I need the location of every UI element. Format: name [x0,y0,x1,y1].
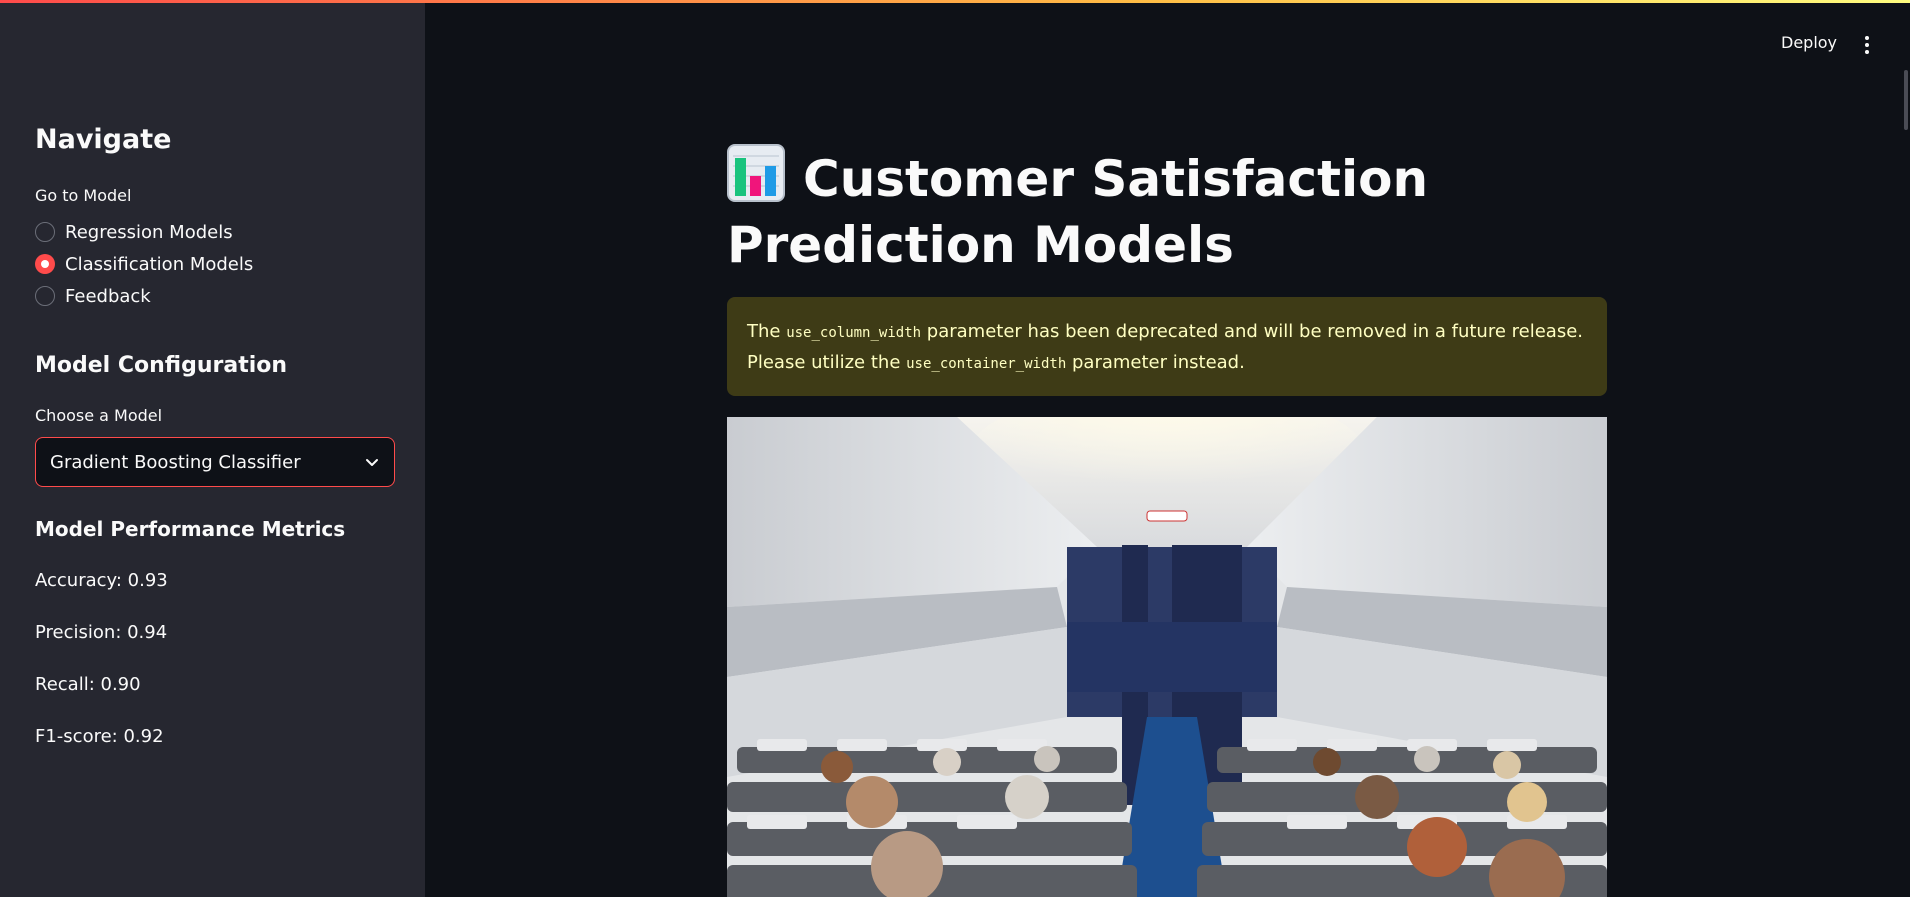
warning-text: parameter instead. [1066,352,1245,373]
radio-dot [41,260,49,268]
radio-label: Classification Models [65,253,254,275]
radio-label: Regression Models [65,221,233,243]
bar-chart-emoji-icon [727,144,785,202]
chevron-down-icon [366,459,378,466]
radio-feedback[interactable]: Feedback [35,283,151,309]
sidebar-nav-title: Navigate [35,124,172,155]
warning-text: The [747,321,787,342]
airplane-cabin-image [727,417,1607,897]
radio-label: Feedback [65,285,151,307]
radio-circle-selected[interactable] [35,254,55,274]
metric-precision: Precision: 0.94 [35,622,168,643]
choose-model-label: Choose a Model [35,406,163,425]
go-to-model-label: Go to Model [35,186,132,205]
metric-f1-score: F1-score: 0.92 [35,726,164,747]
deprecation-warning: The use_column_width parameter has been … [727,297,1607,396]
metric-recall: Recall: 0.90 [35,674,141,695]
metric-accuracy: Accuracy: 0.93 [35,570,168,591]
page-title-text: Customer Satisfaction Prediction Models [727,150,1429,274]
warning-text: parameter has been deprecated and will b… [747,321,1583,373]
airplane-cabin-illustration [727,417,1607,897]
sidebar: Navigate Go to Model Regression Models C… [0,0,425,897]
warning-code: use_column_width [786,325,922,341]
scrollbar[interactable] [1904,70,1908,130]
model-configuration-title: Model Configuration [35,353,288,378]
radio-regression-models[interactable]: Regression Models [35,219,233,245]
deploy-button[interactable]: Deploy [1781,33,1838,52]
radio-circle[interactable] [35,286,55,306]
performance-metrics-title: Model Performance Metrics [35,517,346,541]
page-title: Customer Satisfaction Prediction Models [727,144,1447,278]
model-select-value: Gradient Boosting Classifier [50,451,301,473]
top-decoration-line [0,0,1910,3]
kebab-menu-icon[interactable] [1860,33,1874,57]
radio-circle[interactable] [35,222,55,242]
model-select[interactable]: Gradient Boosting Classifier [35,437,395,487]
warning-code: use_container_width [906,356,1067,372]
radio-classification-models[interactable]: Classification Models [35,251,253,277]
